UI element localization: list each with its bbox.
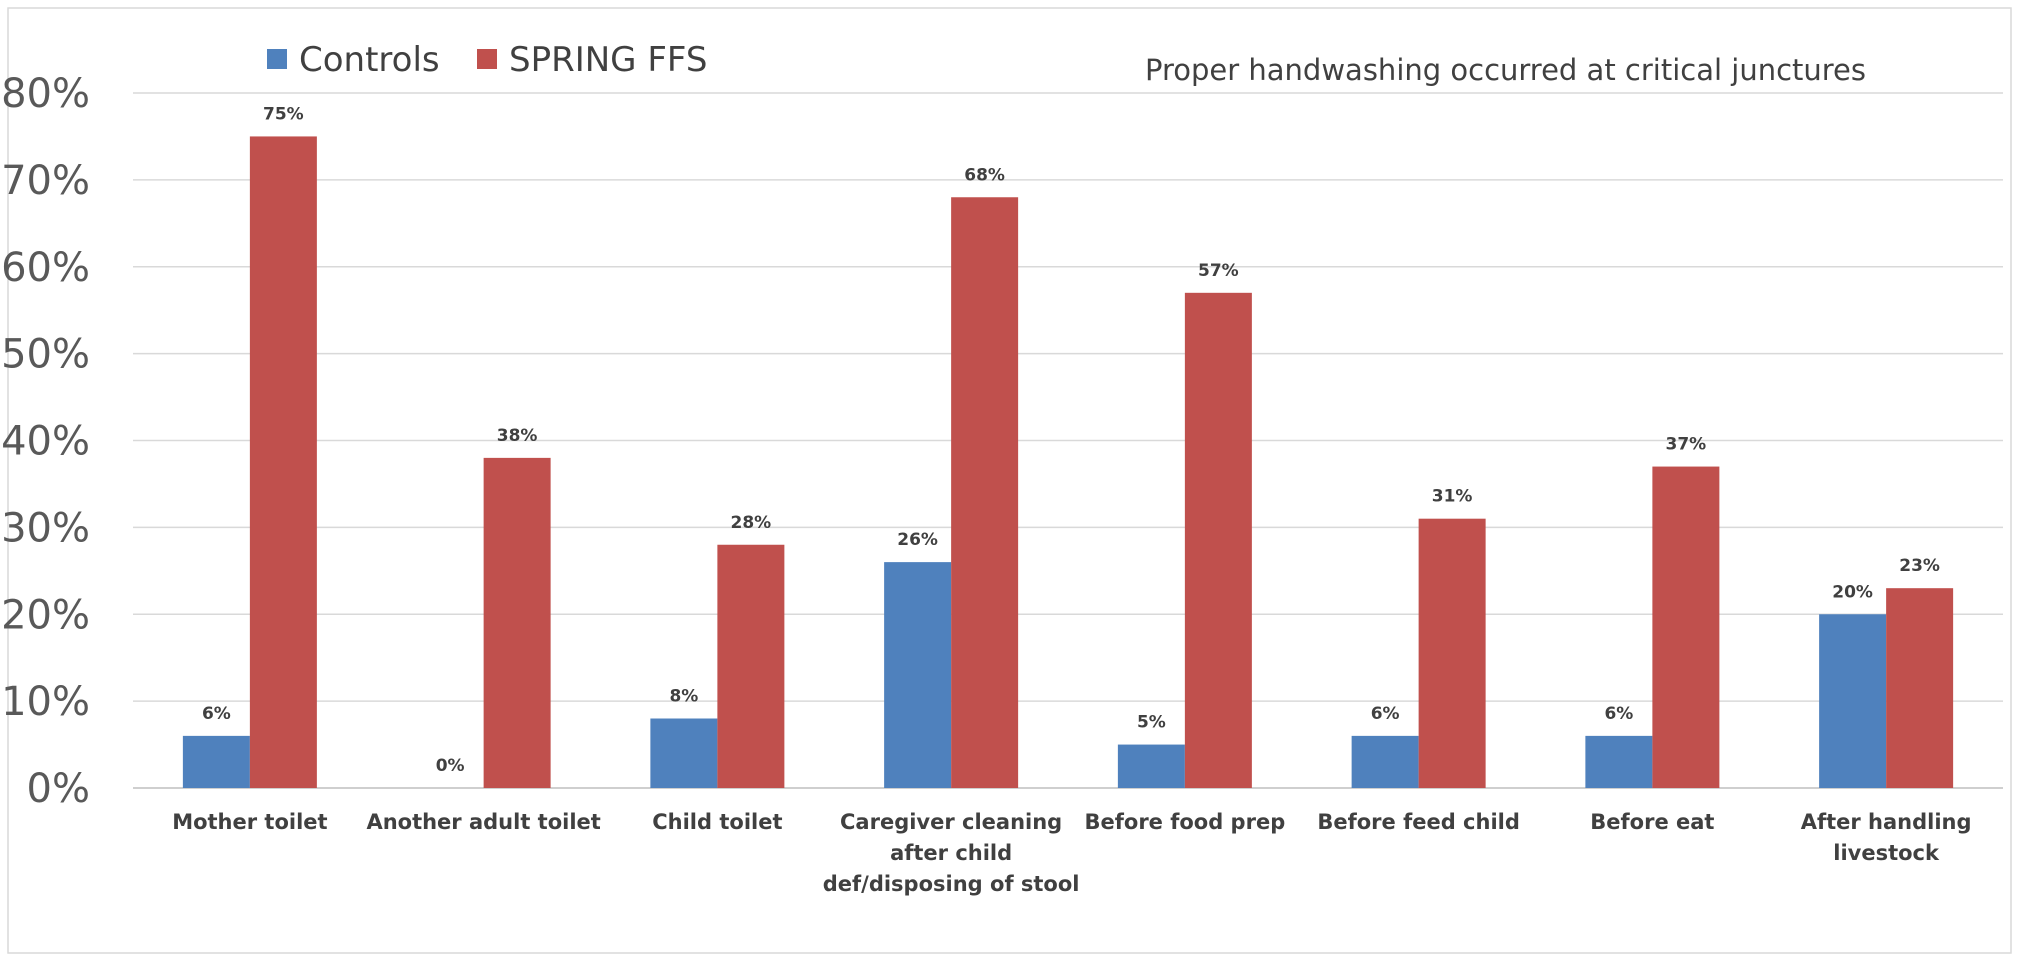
- data-label: 6%: [202, 704, 231, 724]
- y-tick-label: 30%: [1, 505, 90, 551]
- bar: [1418, 518, 1486, 788]
- bar: [1652, 466, 1720, 788]
- data-label: 0%: [436, 756, 465, 776]
- bar: [1351, 735, 1419, 788]
- y-tick-label: 60%: [1, 245, 90, 291]
- x-tick-label-line: Before feed child: [1317, 810, 1520, 834]
- data-label: 75%: [263, 104, 304, 124]
- bar: [1184, 292, 1252, 788]
- legend-swatch: [477, 49, 497, 69]
- x-tick-label-line: def/disposing of stool: [823, 872, 1080, 896]
- bar: [951, 197, 1019, 788]
- data-label: 6%: [1371, 704, 1400, 724]
- bar: [884, 562, 952, 788]
- bar: [650, 718, 718, 788]
- x-tick-label-line: Caregiver cleaning: [840, 810, 1062, 834]
- legend-label: SPRING FFS: [509, 40, 707, 80]
- data-label: 38%: [497, 426, 538, 446]
- x-tick-label: Before feed child: [1317, 810, 1520, 834]
- x-tick-label-line: Child toilet: [652, 810, 782, 834]
- data-label: 8%: [669, 687, 698, 707]
- legend-swatch: [267, 49, 287, 69]
- data-label: 28%: [731, 513, 772, 533]
- data-label: 26%: [897, 530, 938, 550]
- y-tick-label: 80%: [1, 71, 90, 117]
- data-label: 68%: [964, 165, 1005, 185]
- x-tick-label-line: Before eat: [1590, 810, 1714, 834]
- bar: [249, 136, 317, 788]
- bars: [182, 136, 1954, 788]
- data-label: 37%: [1666, 435, 1707, 455]
- data-label: 20%: [1832, 582, 1873, 602]
- bar: [1819, 614, 1887, 788]
- x-tick-label-line: After handling: [1801, 810, 1972, 834]
- data-label: 5%: [1137, 713, 1166, 733]
- x-axis-ticks: Mother toilet Another adult toilet Child t…: [172, 810, 1971, 896]
- y-tick-label: 40%: [1, 419, 90, 465]
- bar: [1886, 588, 1954, 788]
- x-tick-label-line: Before food prep: [1085, 810, 1286, 834]
- y-axis-ticks: 0% 10% 20% 30% 40% 50% 60% 70% 80%: [1, 71, 90, 812]
- x-tick-label: Before eat: [1590, 810, 1714, 834]
- y-tick-label: 0%: [27, 766, 90, 812]
- y-tick-label: 50%: [1, 332, 90, 378]
- x-tick-label: Another adult toilet: [366, 810, 600, 834]
- x-tick-label-line: after child: [890, 841, 1012, 865]
- bar: [1585, 735, 1653, 788]
- x-tick-label: Caregiver cleaning after child def/disposi…: [823, 810, 1080, 896]
- legend-label: Controls: [299, 40, 440, 80]
- x-tick-label-line: livestock: [1833, 841, 1940, 865]
- legend: Controls SPRING FFS: [267, 40, 707, 80]
- bar: [182, 735, 250, 788]
- x-tick-label: Before food prep: [1085, 810, 1286, 834]
- data-label: 57%: [1198, 261, 1239, 281]
- x-tick-label: After handling livestock: [1801, 810, 1972, 865]
- y-tick-label: 70%: [1, 158, 90, 204]
- y-tick-label: 10%: [1, 679, 90, 725]
- data-label: 6%: [1604, 704, 1633, 724]
- bar: [483, 457, 551, 788]
- bar: [717, 544, 785, 788]
- data-label: 31%: [1432, 487, 1473, 507]
- x-tick-label-line: Mother toilet: [172, 810, 327, 834]
- bar: [1117, 744, 1185, 788]
- data-labels: 6% 75% 0% 38% 8% 28% 26% 68% 5% 57% 6% 31% 6% 37% 20% 2…: [202, 104, 1940, 776]
- y-tick-label: 20%: [1, 592, 90, 638]
- x-tick-label: Mother toilet: [172, 810, 327, 834]
- data-label: 23%: [1899, 556, 1940, 576]
- x-tick-label: Child toilet: [652, 810, 782, 834]
- x-tick-label-line: Another adult toilet: [366, 810, 600, 834]
- chart-title: Proper handwashing occurred at critical …: [1145, 53, 1866, 87]
